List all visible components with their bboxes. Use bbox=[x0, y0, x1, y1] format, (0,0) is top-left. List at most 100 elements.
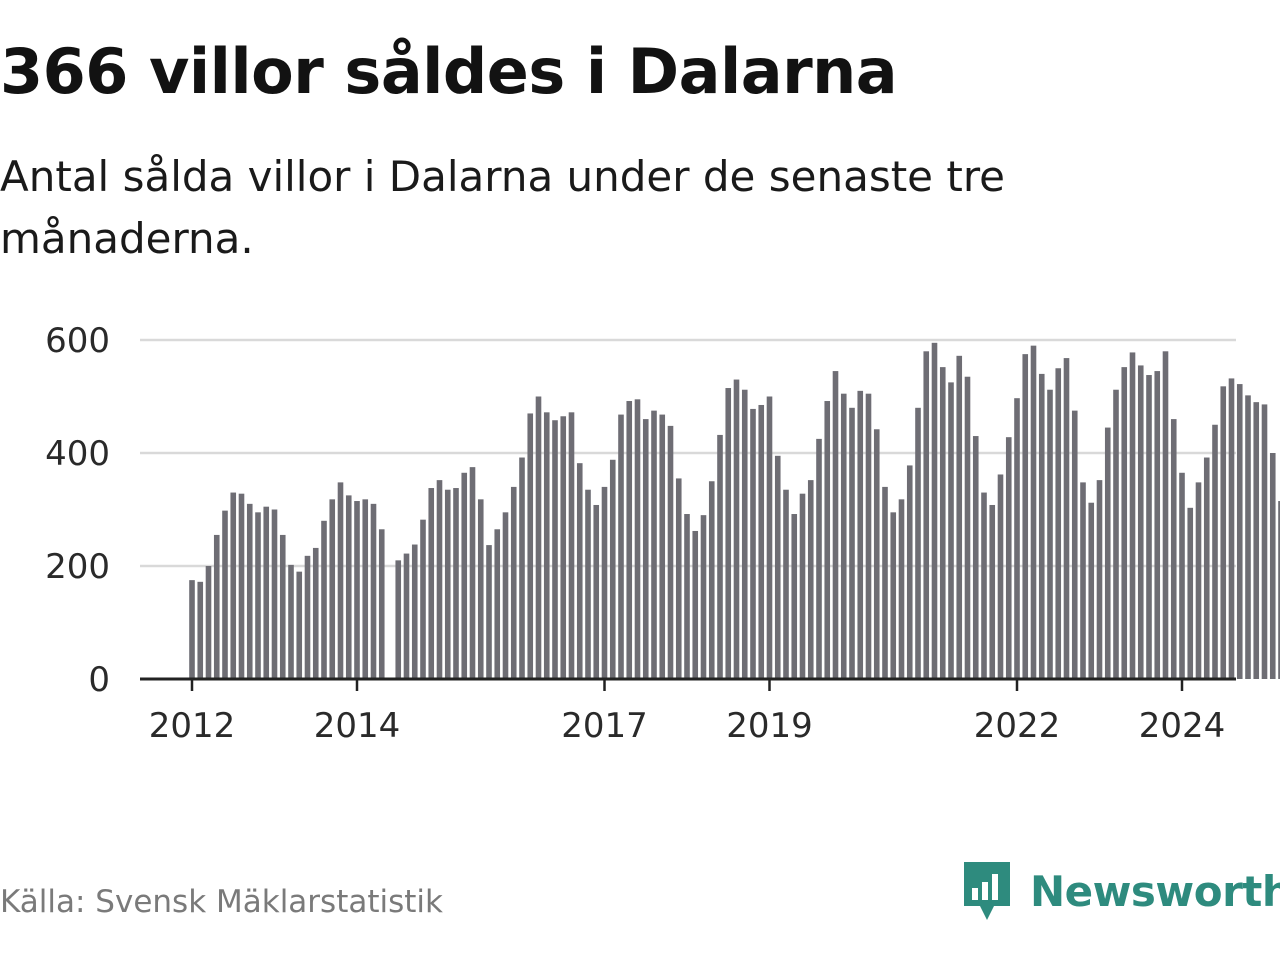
bar bbox=[428, 488, 435, 679]
bar bbox=[948, 382, 954, 680]
bar bbox=[461, 472, 468, 679]
bar bbox=[626, 401, 633, 679]
bar bbox=[1253, 402, 1260, 679]
bar bbox=[345, 495, 352, 680]
bar bbox=[1245, 395, 1251, 679]
y-tick-label: 400 bbox=[45, 434, 110, 474]
bar bbox=[1212, 424, 1218, 679]
bar bbox=[1030, 345, 1037, 679]
bar bbox=[1162, 351, 1169, 679]
bar bbox=[708, 481, 715, 679]
newsworthy-brand[interactable]: Newsworthy bbox=[962, 860, 1280, 922]
bar bbox=[403, 553, 410, 679]
bar bbox=[362, 499, 369, 679]
bar bbox=[840, 393, 847, 679]
bar bbox=[263, 506, 270, 679]
bar bbox=[700, 515, 707, 679]
bar bbox=[733, 379, 740, 679]
bar bbox=[807, 480, 814, 679]
bar bbox=[1071, 410, 1078, 680]
bar bbox=[1203, 457, 1210, 679]
bar bbox=[477, 499, 484, 679]
bar bbox=[329, 499, 336, 679]
bar bbox=[684, 514, 690, 679]
bar bbox=[510, 486, 517, 679]
bar bbox=[634, 399, 641, 679]
bar bbox=[1269, 453, 1276, 679]
bar bbox=[1038, 373, 1045, 679]
bar bbox=[1055, 368, 1062, 679]
brand-name: Newsworthy bbox=[1030, 866, 1280, 916]
bar bbox=[1278, 501, 1280, 679]
bar bbox=[766, 396, 773, 679]
bar bbox=[956, 355, 963, 679]
bar bbox=[931, 342, 938, 679]
x-tick-label: 2014 bbox=[314, 706, 401, 746]
bar bbox=[411, 544, 418, 679]
bar bbox=[1220, 386, 1227, 679]
bar bbox=[1187, 507, 1194, 679]
bar bbox=[741, 389, 748, 679]
bar bbox=[849, 407, 855, 679]
bar bbox=[189, 580, 195, 680]
bar bbox=[255, 512, 261, 679]
bar bbox=[1104, 427, 1111, 679]
bar bbox=[865, 393, 872, 679]
bar bbox=[1088, 502, 1095, 679]
bar bbox=[378, 529, 385, 679]
bar bbox=[1047, 389, 1053, 679]
bar bbox=[1022, 354, 1029, 680]
bar bbox=[915, 407, 921, 679]
bar bbox=[618, 414, 624, 679]
bar bbox=[1063, 358, 1070, 679]
bar bbox=[873, 429, 880, 679]
bar bbox=[304, 555, 311, 679]
bar bbox=[568, 412, 575, 679]
bar bbox=[642, 419, 649, 679]
bar bbox=[593, 504, 600, 679]
bar bbox=[717, 434, 723, 679]
bar bbox=[502, 512, 509, 679]
bar bbox=[1113, 389, 1119, 679]
bar bbox=[238, 493, 245, 679]
bar bbox=[1236, 384, 1243, 679]
bar bbox=[519, 457, 525, 679]
bar bbox=[939, 367, 946, 679]
x-tick-label: 2012 bbox=[149, 706, 236, 746]
x-tick-label: 2024 bbox=[1139, 706, 1226, 746]
bar bbox=[312, 547, 319, 679]
bar bbox=[882, 486, 888, 679]
bar bbox=[543, 412, 550, 679]
bar bbox=[246, 503, 253, 679]
bar bbox=[279, 534, 286, 679]
bar bbox=[585, 489, 591, 679]
bar bbox=[1129, 352, 1136, 679]
bar bbox=[816, 438, 822, 680]
bar bbox=[321, 520, 327, 679]
bar bbox=[675, 478, 682, 679]
bar bbox=[1179, 472, 1185, 679]
bar bbox=[1170, 419, 1177, 679]
bar bbox=[444, 489, 451, 679]
bar bbox=[230, 492, 237, 679]
bar bbox=[395, 560, 402, 679]
bar bbox=[197, 581, 204, 679]
bar bbox=[923, 351, 930, 679]
bar bbox=[337, 482, 344, 679]
bar bbox=[609, 459, 616, 679]
bar bbox=[898, 499, 905, 679]
bar bbox=[651, 410, 657, 680]
bar bbox=[436, 480, 443, 679]
bar bbox=[1195, 482, 1202, 679]
bar bbox=[1014, 398, 1020, 679]
bar bbox=[972, 436, 979, 679]
bar bbox=[832, 371, 839, 679]
bar bbox=[1080, 482, 1086, 679]
bar bbox=[354, 501, 360, 679]
bar bbox=[601, 486, 608, 679]
bar bbox=[222, 510, 228, 679]
bar bbox=[906, 465, 913, 679]
bar bbox=[213, 534, 220, 679]
bar bbox=[420, 519, 426, 679]
bar bbox=[486, 545, 492, 679]
